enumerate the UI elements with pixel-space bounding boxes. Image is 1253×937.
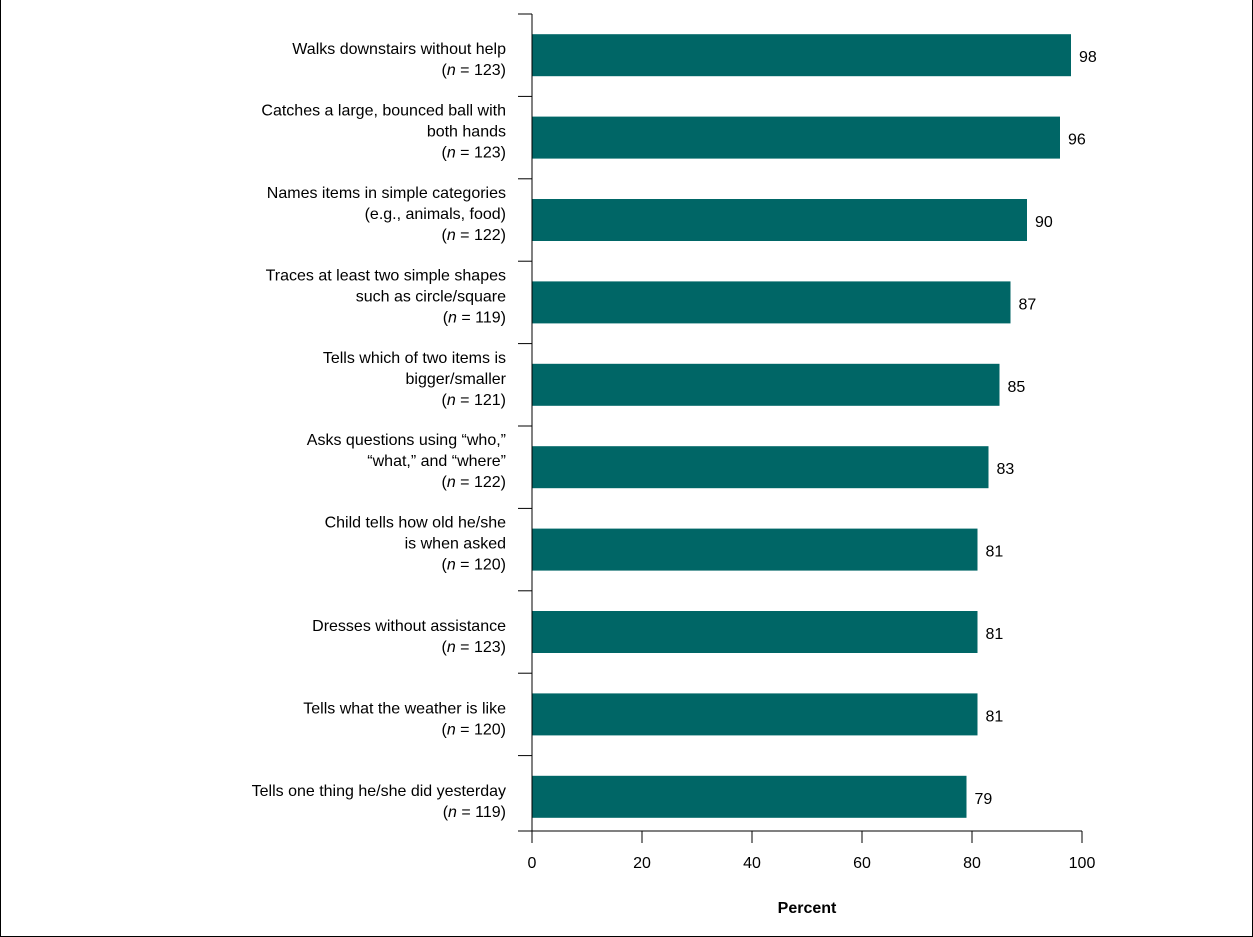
category-label: Dresses without assistance [312, 618, 506, 635]
bar-value-label: 81 [986, 626, 1004, 643]
category-label: Tells which of two items is [323, 350, 506, 367]
bar [532, 776, 967, 818]
category-label: bigger/smaller [406, 371, 507, 388]
category-label: (n = 123) [442, 145, 507, 162]
category-label: (n = 122) [442, 474, 507, 491]
bar-value-label: 96 [1068, 132, 1086, 149]
category-label: (e.g., animals, food) [365, 206, 506, 223]
bar-value-label: 81 [986, 708, 1004, 725]
category-label: (n = 123) [442, 62, 507, 79]
category-label: Catches a large, bounced ball with [261, 103, 506, 120]
category-label: Child tells how old he/she [325, 515, 507, 532]
bar [532, 693, 978, 735]
x-axis-title: Percent [778, 900, 837, 917]
bar-value-label: 79 [975, 791, 993, 808]
bar [532, 199, 1027, 241]
bar-value-label: 90 [1035, 214, 1053, 231]
bar-value-label: 98 [1079, 49, 1097, 66]
bar-value-label: 85 [1008, 379, 1026, 396]
category-label: Walks downstairs without help [292, 41, 506, 58]
category-label: Tells one thing he/she did yesterday [252, 783, 506, 800]
x-tick-label: 100 [1069, 855, 1096, 872]
bar-value-label: 83 [997, 461, 1015, 478]
x-tick-label: 20 [633, 855, 651, 872]
category-label: Names items in simple categories [267, 185, 506, 202]
category-label: such as circle/square [356, 288, 506, 305]
category-label: is when asked [405, 536, 506, 553]
x-tick-label: 80 [963, 855, 981, 872]
bar [532, 446, 989, 488]
category-label: (n = 121) [442, 392, 507, 409]
category-label: Tells what the weather is like [303, 700, 506, 717]
category-label: (n = 120) [442, 721, 507, 738]
bar-value-label: 81 [986, 544, 1004, 561]
x-tick-label: 40 [743, 855, 761, 872]
category-label: (n = 122) [442, 227, 507, 244]
bar [532, 364, 1000, 406]
category-labels: Walks downstairs without help (n = 123) Ca… [252, 41, 507, 821]
category-label: Traces at least two simple shapes [266, 267, 506, 284]
bar [532, 117, 1060, 159]
category-label: (n = 123) [442, 639, 507, 656]
bar [532, 611, 978, 653]
bar [532, 281, 1011, 323]
category-label: Asks questions using “who,” [307, 432, 506, 449]
bar [532, 34, 1071, 76]
category-label: (n = 120) [442, 557, 507, 574]
category-label: both hands [427, 124, 506, 141]
bar [532, 529, 978, 571]
x-tick-label: 60 [853, 855, 871, 872]
category-label: “what,” and “where” [367, 453, 506, 470]
category-label: (n = 119) [443, 309, 506, 326]
bar-value-label: 87 [1019, 296, 1037, 313]
x-tick-label: 0 [528, 855, 537, 872]
category-label: (n = 119) [443, 804, 506, 821]
bars-layer: 98 96 90 87 85 83 81 81 81 79 [532, 34, 1097, 818]
